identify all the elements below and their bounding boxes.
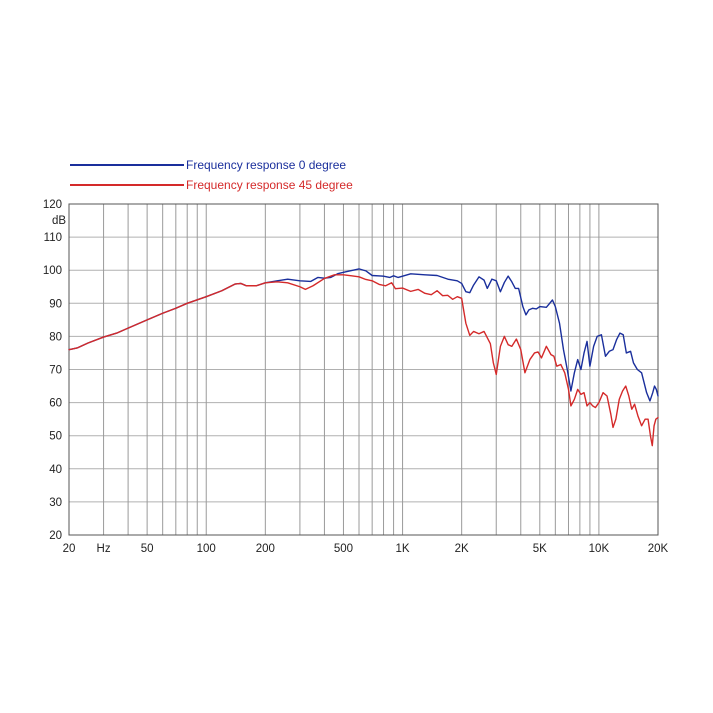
plot-frame xyxy=(68,203,659,536)
x-tick-label: 10K xyxy=(589,543,610,555)
legend: Frequency response 0 degree Frequency res… xyxy=(70,158,353,192)
x-tick-labels: 20 Hz 50 100 200 500 1K 2K 5K 10K 20K xyxy=(63,543,669,555)
series-lines xyxy=(68,268,659,447)
legend-label-1: Frequency response 45 degree xyxy=(186,178,353,192)
y-tick-label: 30 xyxy=(49,497,62,509)
x-tick-label: 50 xyxy=(141,543,154,555)
y-tick-label: 70 xyxy=(49,365,62,377)
x-tick-label: 200 xyxy=(256,543,275,555)
x-tick-label: 5K xyxy=(533,543,547,555)
y-tick-label: 20 xyxy=(49,530,62,542)
x-tick-label: 20K xyxy=(648,543,669,555)
y-tick-label: 90 xyxy=(49,298,62,310)
y-tick-label: 50 xyxy=(49,431,62,443)
x-tick-label: 20 xyxy=(63,543,76,555)
y-tick-label: 80 xyxy=(49,331,62,343)
y-tick-label: 60 xyxy=(49,398,62,410)
x-tick-label: 1K xyxy=(396,543,410,555)
x-tick-label: 2K xyxy=(455,543,469,555)
x-tick-label: 500 xyxy=(334,543,353,555)
y-tick-label: 40 xyxy=(49,464,62,476)
series-line-1 xyxy=(68,274,659,447)
y-tick-label: 100 xyxy=(43,265,62,277)
y-tick-labels: 20 30 40 50 60 70 80 90 100 110 120 xyxy=(43,199,62,542)
y-tick-label: 120 xyxy=(43,199,62,211)
x-tick-label: Hz xyxy=(97,543,111,555)
y-tick-label: 110 xyxy=(44,232,62,244)
legend-label-0: Frequency response 0 degree xyxy=(186,158,346,172)
y-axis-label: dB xyxy=(52,215,66,227)
x-tick-label: 100 xyxy=(197,543,216,555)
